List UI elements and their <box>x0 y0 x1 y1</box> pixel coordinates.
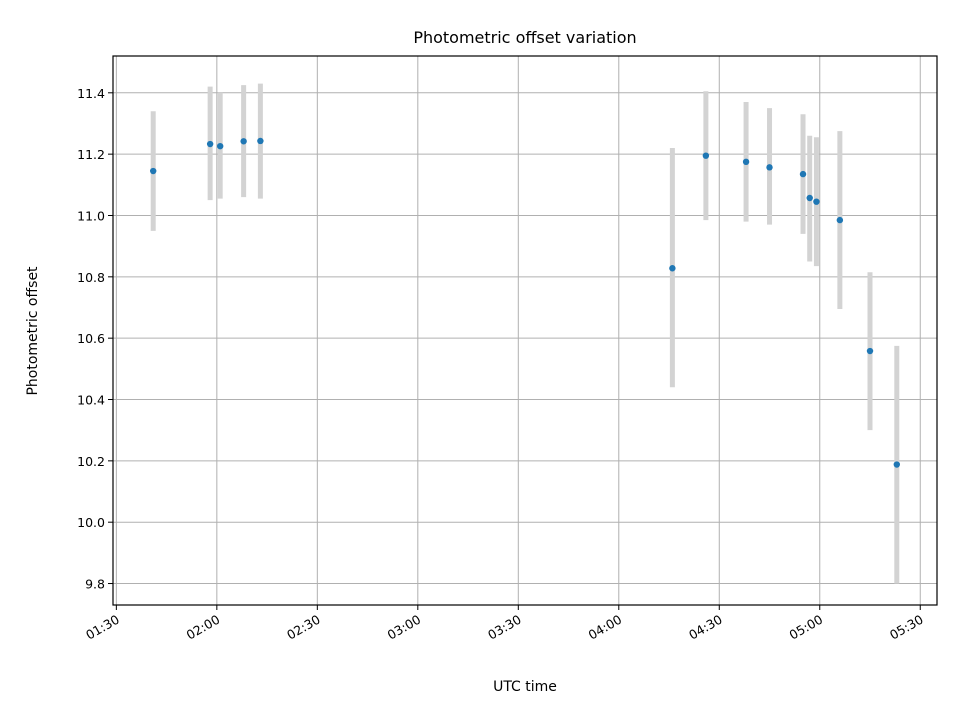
data-point <box>799 170 807 178</box>
data-points <box>149 137 901 468</box>
y-tick-label: 9.8 <box>85 577 105 592</box>
chart-title: Photometric offset variation <box>413 28 636 47</box>
data-point <box>893 461 901 468</box>
y-tick-label: 10.8 <box>77 270 105 285</box>
data-point <box>240 138 247 145</box>
y-axis-ticks: 9.8 10.0 10.2 10.4 10.6 10.8 11.0 11.2 11.4 <box>77 86 113 592</box>
data-point <box>257 137 264 145</box>
data-point <box>806 194 813 202</box>
data-point <box>206 140 214 148</box>
data-point <box>742 158 750 166</box>
data-point <box>216 142 224 150</box>
y-tick-label: 10.4 <box>77 393 105 408</box>
plot-frame <box>112 55 938 606</box>
y-tick-label: 10.6 <box>77 331 105 346</box>
y-tick-label: 11.4 <box>77 86 105 101</box>
plot-area <box>113 56 937 605</box>
y-tick-label: 10.0 <box>77 515 105 530</box>
y-axis-label: Photometric offset <box>25 266 41 396</box>
y-tick-label: 11.0 <box>77 208 105 223</box>
data-point <box>766 164 773 171</box>
data-point <box>149 167 157 175</box>
grid-lines <box>113 56 937 605</box>
data-point <box>866 347 874 355</box>
data-point <box>836 216 844 224</box>
y-tick-label: 10.2 <box>77 454 105 469</box>
data-point <box>813 198 820 205</box>
data-point <box>669 265 676 272</box>
x-axis-label: UTC time <box>493 679 557 695</box>
data-point <box>702 152 710 159</box>
y-tick-label: 11.2 <box>77 147 105 162</box>
